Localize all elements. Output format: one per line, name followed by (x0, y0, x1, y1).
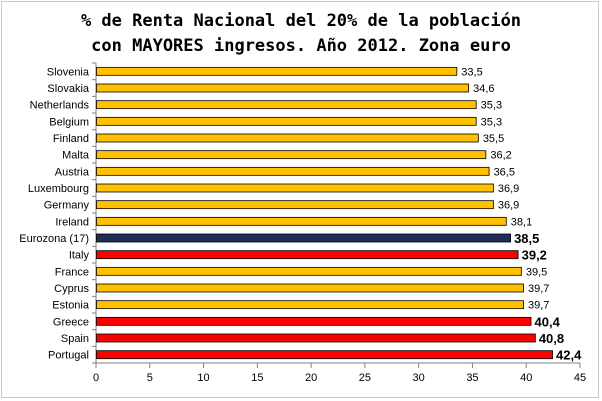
chart-title-line-2: con MAYORES ingresos. Año 2012. Zona eur… (91, 36, 511, 56)
plot-area: 0 5 10 15 20 25 30 35 40 45 Slovenia 33,5 Slovakia 34… (19, 62, 586, 384)
bar (96, 183, 494, 193)
category-label: Germany (44, 200, 90, 212)
category-label: Spain (61, 333, 89, 345)
category-label: Ireland (55, 216, 89, 228)
bar (96, 133, 479, 143)
bar (96, 250, 519, 260)
bar (96, 316, 532, 326)
data-label: 38,5 (514, 231, 539, 246)
x-tick-label: 45 (574, 372, 586, 384)
bar (96, 150, 487, 160)
x-tick-label: 20 (305, 372, 317, 384)
bar (96, 66, 458, 76)
data-label: 39,2 (522, 248, 547, 263)
bar (96, 83, 470, 93)
data-label: 33,5 (461, 66, 482, 78)
x-tick-label: 40 (520, 372, 532, 384)
data-label: 42,4 (556, 348, 582, 363)
data-label: 39,7 (528, 300, 549, 312)
data-label: 36,9 (498, 200, 519, 212)
category-label: Belgium (49, 116, 89, 128)
bar (96, 233, 511, 243)
data-label: 35,3 (481, 100, 502, 112)
category-label: Slovenia (47, 66, 90, 78)
category-label: Italy (69, 250, 90, 262)
data-label: 39,5 (526, 266, 547, 278)
data-label: 35,3 (481, 116, 502, 128)
bar (96, 200, 494, 210)
bar (96, 116, 477, 126)
data-label: 40,4 (535, 314, 561, 329)
category-label: Malta (62, 150, 90, 162)
category-label: Cyprus (54, 283, 89, 295)
category-label: Estonia (52, 300, 90, 312)
data-label: 39,7 (528, 283, 549, 295)
bar (96, 333, 536, 343)
data-label: 36,2 (490, 150, 511, 162)
x-tick-label: 0 (93, 372, 99, 384)
bar (96, 216, 507, 226)
category-label: Portugal (48, 350, 89, 362)
category-label: Luxembourg (28, 183, 89, 195)
category-label: Slovakia (47, 83, 89, 95)
bar (96, 100, 477, 110)
data-label: 36,9 (498, 183, 519, 195)
category-label: France (55, 266, 89, 278)
x-tick-label: 30 (413, 372, 425, 384)
data-label: 36,5 (494, 166, 515, 178)
data-label: 40,8 (539, 331, 564, 346)
x-tick-label: 5 (147, 372, 153, 384)
x-tick-label: 25 (359, 372, 371, 384)
chart-title-line-1: % de Renta Nacional del 20% de la poblac… (81, 11, 521, 31)
category-label: Austria (55, 166, 90, 178)
bar (96, 350, 553, 360)
category-label: Greece (53, 316, 89, 328)
category-label: Netherlands (30, 100, 90, 112)
data-label: 35,5 (483, 133, 504, 145)
bar (96, 283, 524, 293)
category-label: Finland (53, 133, 89, 145)
data-label: 34,6 (473, 83, 494, 95)
bar (96, 266, 522, 276)
category-label: Eurozona (17) (19, 233, 89, 245)
bar (96, 300, 524, 310)
bar (96, 166, 490, 176)
data-label: 38,1 (511, 216, 532, 228)
x-tick-label: 10 (197, 372, 209, 384)
x-tick-label: 15 (251, 372, 263, 384)
x-tick-label: 35 (466, 372, 478, 384)
